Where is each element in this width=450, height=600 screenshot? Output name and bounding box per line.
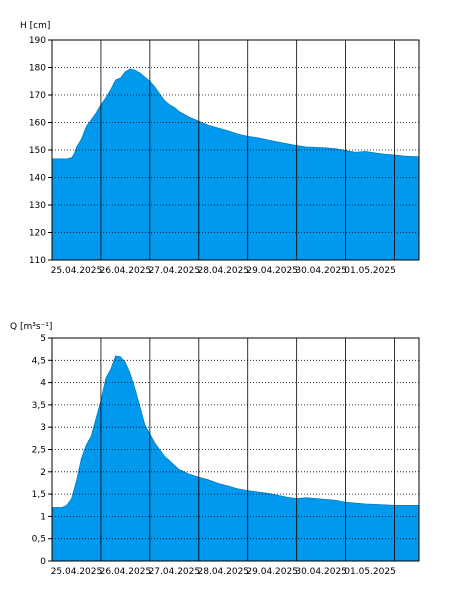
x-tick-label: 30.04.2025 [295, 266, 347, 276]
y-tick-label: 4,5 [32, 356, 46, 366]
chart-1: 110 120 130 140 150 160 170 180 190 25.04.202526.… [20, 21, 420, 276]
x-tick-label: 01.05.2025 [344, 266, 396, 276]
x-tick-label: 26.04.2025 [100, 266, 152, 276]
x-tick-label: 25.04.2025 [51, 567, 103, 577]
y-tick-label: 130 [29, 201, 46, 211]
y-tick-label: 2,5 [32, 446, 46, 456]
y-tick-label: 5 [40, 334, 46, 344]
y-axis-label: Q [m³s⁻¹] [10, 322, 52, 332]
y-axis-label: H [cm] [20, 21, 50, 31]
x-tick-label: 28.04.2025 [198, 567, 250, 577]
y-tick-label: 140 [29, 174, 46, 184]
x-tick-label: 26.04.2025 [100, 567, 152, 577]
x-tick-label: 28.04.2025 [198, 266, 250, 276]
x-tick-label: 27.04.2025 [149, 266, 201, 276]
y-tick-label: 110 [29, 256, 46, 266]
x-tick-label: 25.04.2025 [51, 266, 103, 276]
y-tick-label: 2 [40, 468, 46, 478]
x-tick-label: 01.05.2025 [344, 567, 396, 577]
x-tick-label: 29.04.2025 [246, 266, 298, 276]
y-tick-label: 150 [29, 146, 46, 156]
y-tick-label: 0,5 [32, 535, 46, 545]
y-tick-label: 1 [40, 512, 46, 522]
y-tick-label: 4 [40, 379, 46, 389]
x-tick-label: 30.04.2025 [295, 567, 347, 577]
x-tick-label: 29.04.2025 [246, 567, 298, 577]
x-tick-label: 27.04.2025 [149, 567, 201, 577]
y-tick-label: 3 [40, 423, 46, 433]
y-tick-label: 120 [29, 229, 46, 239]
y-tick-label: 160 [29, 119, 46, 129]
y-tick-label: 180 [29, 64, 46, 74]
chart-2: 0 0,5 1 1,5 2 2,5 3 3,5 4 4,5 5 25.04.202526.04.202… [10, 322, 420, 577]
series-area [51, 68, 420, 261]
y-tick-label: 1,5 [32, 490, 46, 500]
y-tick-label: 3,5 [32, 401, 46, 411]
y-tick-label: 0 [40, 557, 46, 567]
y-tick-label: 170 [29, 91, 46, 101]
y-tick-label: 190 [29, 36, 46, 46]
